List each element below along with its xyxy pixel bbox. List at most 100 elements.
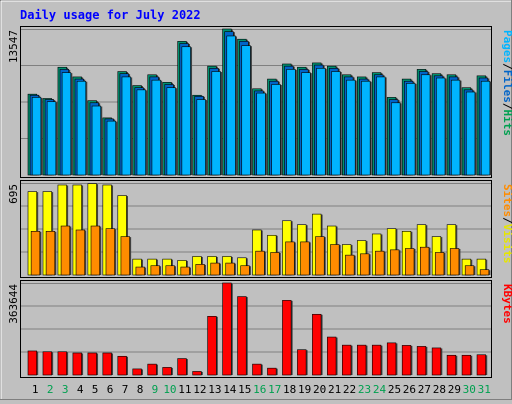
bar-kbytes-kbytes-day-13 xyxy=(207,316,217,376)
x-tick-label-day-24: 24 xyxy=(373,383,387,396)
x-tick-label-day-14: 14 xyxy=(223,383,237,396)
bar-kbytes-kbytes-day-4 xyxy=(72,352,82,376)
panel-max-label: 695 xyxy=(7,184,20,204)
x-tick-label-day-19: 19 xyxy=(298,383,311,396)
bar-kbytes-kbytes-day-21 xyxy=(327,336,337,376)
bar-visits-sites-day-3 xyxy=(60,225,71,276)
bar-hits-pages-day-3 xyxy=(61,72,72,176)
x-tick-label-day-17: 17 xyxy=(268,383,281,396)
bar-visits-sites-day-8 xyxy=(135,266,145,276)
x-tick-label-day-2: 2 xyxy=(47,383,54,396)
x-tick-label-day-20: 20 xyxy=(313,383,326,396)
bar-visits-sites-day-14 xyxy=(225,262,235,276)
bar-hits-pages-day-1 xyxy=(31,97,42,176)
x-tick-label-day-12: 12 xyxy=(193,383,206,396)
bar-visits-sites-day-11 xyxy=(180,266,190,276)
bar-kbytes-kbytes-day-27 xyxy=(416,346,427,376)
x-tick-label-day-26: 26 xyxy=(403,383,416,396)
bar-hits-pages-day-30 xyxy=(465,91,476,176)
bar-visits-sites-day-4 xyxy=(75,229,86,276)
bar-visits-sites-day-30 xyxy=(464,265,475,276)
bar-visits-sites-day-17 xyxy=(270,252,280,276)
panel-kbytes: 363644 KBytes xyxy=(7,280,512,378)
x-tick-label-day-7: 7 xyxy=(122,383,129,396)
bar-kbytes-kbytes-day-9 xyxy=(147,363,157,376)
x-tick-label-day-31: 31 xyxy=(478,383,491,396)
bar-hits-pages-day-10 xyxy=(166,87,176,176)
panel-max-label: 363644 xyxy=(7,284,20,324)
bar-kbytes-kbytes-day-23 xyxy=(356,344,367,376)
x-tick-label-day-21: 21 xyxy=(328,383,341,396)
bar-kbytes-kbytes-day-8 xyxy=(132,368,142,376)
bar-kbytes-kbytes-day-17 xyxy=(267,367,277,376)
bar-visits-sites-day-18 xyxy=(285,241,295,276)
side-legend-segment: Visits xyxy=(501,224,512,264)
bar-kbytes-kbytes-day-11 xyxy=(177,358,187,376)
bar-kbytes-kbytes-day-22 xyxy=(342,344,352,376)
x-tick-label-day-9: 9 xyxy=(152,383,159,396)
bar-kbytes-kbytes-day-30 xyxy=(461,354,472,376)
x-tick-label-day-5: 5 xyxy=(92,383,99,396)
panel-side-legend: Sites/Visits xyxy=(501,184,512,264)
bar-visits-sites-day-1 xyxy=(30,231,41,276)
bar-kbytes-kbytes-day-15 xyxy=(237,296,247,376)
x-tick-label-day-8: 8 xyxy=(137,383,144,396)
bar-hits-pages-day-25 xyxy=(391,102,401,176)
bar-kbytes-kbytes-day-1 xyxy=(27,350,37,376)
side-legend-segment: / xyxy=(501,217,512,224)
bar-visits-sites-day-26 xyxy=(405,248,415,276)
bar-visits-sites-day-27 xyxy=(420,246,430,276)
x-tick-label-day-10: 10 xyxy=(163,383,176,396)
bar-visits-sites-day-29 xyxy=(449,248,460,276)
x-tick-label-day-18: 18 xyxy=(283,383,296,396)
bar-visits-sites-day-23 xyxy=(360,253,370,276)
bar-kbytes-kbytes-day-28 xyxy=(431,347,442,376)
bar-hits-pages-day-31 xyxy=(480,80,491,176)
bar-hits-pages-day-14 xyxy=(226,35,236,176)
bar-visits-sites-day-5 xyxy=(90,225,100,276)
bar-kbytes-kbytes-day-31 xyxy=(476,354,487,376)
bar-kbytes-kbytes-day-3 xyxy=(57,351,67,376)
bar-kbytes-kbytes-day-5 xyxy=(87,352,97,376)
side-legend-segment: Files xyxy=(501,70,512,103)
bar-visits-sites-day-13 xyxy=(210,262,220,276)
x-tick-label-day-1: 1 xyxy=(32,383,39,396)
chart-title: Daily usage for July 2022 xyxy=(20,8,201,22)
bar-visits-sites-day-10 xyxy=(165,265,175,276)
side-legend-segment: Hits xyxy=(501,110,512,137)
bar-visits-sites-day-7 xyxy=(120,236,130,276)
bar-kbytes-kbytes-day-25 xyxy=(386,342,397,376)
bar-hits-pages-day-17 xyxy=(271,84,281,176)
bar-visits-sites-day-12 xyxy=(195,264,205,276)
bar-kbytes-kbytes-day-24 xyxy=(371,344,382,376)
bar-hits-pages-day-2 xyxy=(46,101,57,176)
panel-side-legend: Pages/Files/Hits xyxy=(501,30,512,136)
bar-hits-pages-day-18 xyxy=(286,69,296,176)
bar-hits-pages-day-4 xyxy=(76,80,87,176)
bar-hits-pages-day-8 xyxy=(136,89,146,176)
bar-visits-sites-day-16 xyxy=(255,250,265,276)
bar-visits-sites-day-25 xyxy=(390,249,400,276)
bar-visits-sites-day-19 xyxy=(300,241,310,276)
bar-hits-pages-day-22 xyxy=(346,79,356,176)
x-tick-label-day-29: 29 xyxy=(448,383,461,396)
bar-visits-sites-day-6 xyxy=(105,228,115,276)
x-tick-label-day-11: 11 xyxy=(178,383,191,396)
side-legend-segment: / xyxy=(501,63,512,70)
bar-kbytes-kbytes-day-6 xyxy=(102,352,112,376)
bar-kbytes-kbytes-day-2 xyxy=(42,351,52,376)
bar-kbytes-kbytes-day-20 xyxy=(312,313,322,376)
bar-hits-pages-day-7 xyxy=(121,76,131,176)
x-tick-label-day-25: 25 xyxy=(388,383,401,396)
bar-visits-sites-day-24 xyxy=(375,250,385,276)
x-tick-label-day-30: 30 xyxy=(463,383,476,396)
bar-hits-pages-day-6 xyxy=(106,120,117,176)
side-legend-segment: KBytes xyxy=(501,284,512,324)
x-tick-label-day-4: 4 xyxy=(77,383,84,396)
bar-kbytes-kbytes-day-14 xyxy=(222,282,232,376)
side-legend-segment: Sites xyxy=(501,184,512,217)
x-tick-label-day-28: 28 xyxy=(433,383,446,396)
bar-kbytes-kbytes-day-10 xyxy=(162,367,172,376)
